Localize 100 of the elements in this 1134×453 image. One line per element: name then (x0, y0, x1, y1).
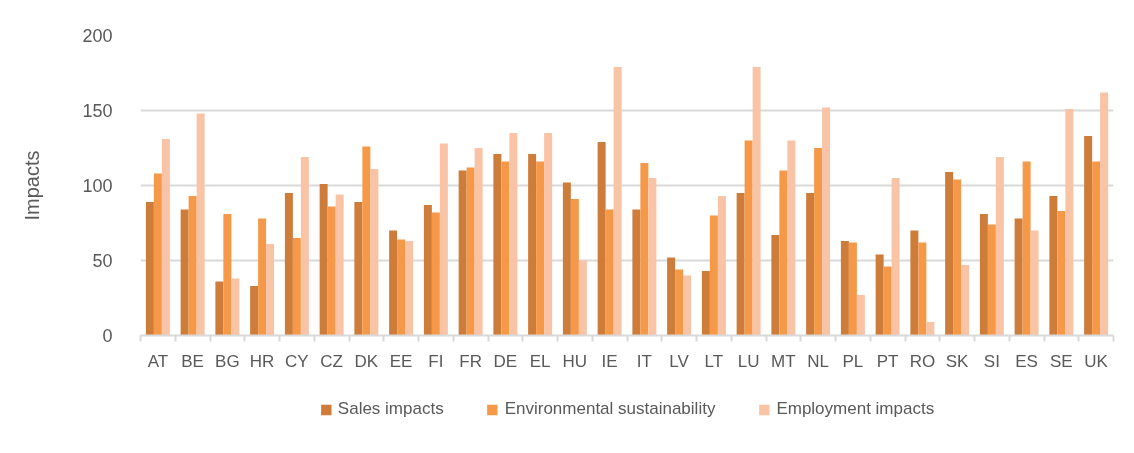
bar (292, 238, 301, 336)
bar (319, 184, 328, 336)
bar (875, 254, 884, 336)
bar (161, 139, 170, 336)
bar (814, 148, 823, 336)
x-tick-label: SE (1050, 351, 1073, 371)
bar (431, 212, 440, 336)
bar (188, 196, 197, 336)
y-tick-label: 100 (82, 176, 113, 196)
x-tick-label: LV (669, 351, 690, 371)
bar (995, 157, 1004, 336)
bar (840, 241, 849, 336)
bar (1065, 109, 1074, 336)
bar (562, 182, 571, 336)
bar (362, 146, 371, 336)
bar (223, 214, 232, 336)
bar (961, 265, 970, 336)
bar (397, 239, 406, 336)
bar (493, 154, 502, 336)
bar (701, 271, 710, 336)
x-tick-label: PT (876, 351, 899, 371)
x-tick-label: RO (909, 351, 936, 371)
bar (327, 206, 336, 336)
bar (987, 224, 996, 336)
x-tick-label: SI (983, 351, 1000, 371)
bar (1030, 230, 1039, 336)
bar (744, 140, 753, 336)
x-tick-label: BG (215, 351, 240, 371)
bar (405, 241, 414, 336)
x-tick-label: DK (354, 351, 379, 371)
x-tick-label: EL (529, 351, 551, 371)
x-tick-label: FI (428, 351, 444, 371)
bar (640, 163, 649, 336)
y-tick-label: 150 (82, 101, 113, 121)
x-tick-label: HR (249, 351, 275, 371)
bar (752, 67, 761, 336)
bar (667, 257, 676, 336)
bar (806, 193, 815, 336)
bar (891, 178, 900, 336)
bar (536, 161, 545, 336)
bar (250, 286, 259, 336)
x-tick-label: EE (389, 351, 413, 371)
x-tick-label: SK (945, 351, 970, 371)
bar (1057, 211, 1066, 336)
bar (736, 193, 745, 336)
bar (771, 235, 780, 336)
x-tick-label: LU (737, 351, 760, 371)
bar (883, 266, 892, 336)
bar (258, 218, 267, 336)
bar (613, 67, 622, 336)
bar (284, 193, 293, 336)
bar (578, 260, 587, 336)
bar (466, 167, 475, 336)
bar (1084, 136, 1093, 336)
bar (597, 142, 606, 336)
x-tick-label: CY (285, 351, 309, 371)
bar (231, 278, 240, 336)
bar (266, 244, 275, 336)
x-tick-label: IE (601, 351, 618, 371)
bar (370, 169, 379, 336)
bar (918, 242, 927, 336)
legend-label: Sales impacts (337, 399, 444, 419)
bar (300, 157, 309, 336)
bar (180, 209, 189, 336)
bar (822, 107, 831, 336)
x-tick-label: LT (704, 351, 724, 371)
bar (458, 170, 467, 336)
bar (787, 140, 796, 336)
bar (953, 179, 962, 336)
x-tick-label: MT (771, 351, 796, 371)
bar (945, 172, 954, 336)
x-tick-label: HU (562, 351, 588, 371)
bar (528, 154, 537, 336)
x-tick-label: FR (459, 351, 482, 371)
bar (856, 295, 865, 336)
bar (709, 215, 718, 336)
bar (389, 230, 398, 336)
x-tick-label: ES (1015, 351, 1038, 371)
bar (632, 209, 641, 336)
x-tick-label: UK (1084, 351, 1109, 371)
bar (544, 133, 553, 336)
bar (1049, 196, 1058, 336)
bar (648, 178, 657, 336)
bar (1014, 218, 1023, 336)
bar (779, 170, 788, 336)
x-tick-label: AT (147, 351, 169, 371)
bar (145, 202, 154, 336)
bar (439, 143, 448, 336)
bar (196, 113, 205, 336)
bar (335, 194, 344, 336)
legend-label: Employment impacts (776, 399, 935, 419)
x-tick-label: PL (842, 351, 864, 371)
bar (926, 322, 935, 336)
bar (501, 161, 510, 336)
bar (474, 148, 483, 336)
bar (1092, 161, 1101, 336)
bar (979, 214, 988, 336)
x-tick-label: DE (493, 351, 518, 371)
y-tick-label: 0 (102, 326, 113, 346)
legend-label: Environmental sustainability (504, 399, 716, 419)
